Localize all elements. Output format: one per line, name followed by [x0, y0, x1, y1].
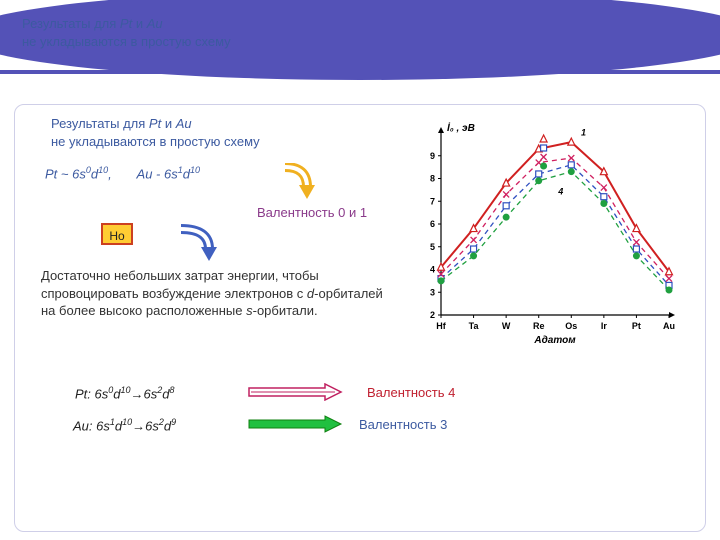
- subtitle-line2: не укладываются в простую схему: [51, 134, 260, 149]
- svg-text:Os: Os: [565, 321, 577, 331]
- ionization-chart: 2 3 4 5 6 7 8 9 Hf Ta W Re Os Ir Pt Au İ₀ , эВ Адатом 1 4: [407, 119, 687, 347]
- svg-text:Pt: Pt: [632, 321, 641, 331]
- svg-text:3: 3: [430, 287, 435, 297]
- subtitle-line1: Результаты для Pt и Au: [51, 116, 192, 131]
- arrow-right-outline-icon: [247, 383, 343, 401]
- svg-text:2: 2: [430, 310, 435, 320]
- svg-text:W: W: [502, 321, 511, 331]
- electron-config: Pt ~ 6s0d10, Au - 6s1d10: [45, 165, 200, 181]
- curved-arrow-down2-icon: [175, 221, 221, 263]
- header-text: Результаты для Pt и Au не укладываются в…: [22, 15, 231, 50]
- header-line2: не укладываются в простую схему: [22, 34, 231, 49]
- valence-3-label: Валентность 3: [359, 417, 447, 432]
- svg-text:7: 7: [430, 196, 435, 206]
- arrow-right-filled-icon: [247, 415, 343, 433]
- svg-text:4: 4: [430, 265, 435, 275]
- svg-text:Ir: Ir: [601, 321, 608, 331]
- valence-01-label: Валентность 0 и 1: [257, 205, 367, 220]
- subtitle: Результаты для Pt и Au не укладываются в…: [51, 115, 260, 150]
- svg-text:İ₀ , эВ: İ₀ , эВ: [447, 121, 475, 134]
- content-frame: Результаты для Pt и Au не укладываются в…: [14, 104, 706, 532]
- svg-text:Re: Re: [533, 321, 545, 331]
- au-transition: Au: 6s1d10→6s2d9: [73, 417, 176, 433]
- svg-text:6: 6: [430, 219, 435, 229]
- svg-text:Ta: Ta: [469, 321, 480, 331]
- pt-transition: Pt: 6s0d10→6s2d8: [75, 385, 175, 401]
- curved-arrow-down-icon: [277, 163, 317, 203]
- svg-text:Адатом: Адатом: [533, 335, 576, 346]
- svg-text:4: 4: [557, 186, 563, 196]
- svg-text:5: 5: [430, 242, 435, 252]
- svg-text:Au: Au: [663, 321, 675, 331]
- svg-text:Hf: Hf: [436, 321, 446, 331]
- body-paragraph: Достаточно небольших затрат энергии, что…: [41, 267, 391, 320]
- svg-text:1: 1: [581, 127, 586, 137]
- svg-text:9: 9: [430, 151, 435, 161]
- svg-text:8: 8: [430, 174, 435, 184]
- header-line1: Результаты для Pt и Au: [22, 16, 163, 31]
- valence-4-label: Валентность 4: [367, 385, 455, 400]
- but-box: Но: [101, 223, 133, 245]
